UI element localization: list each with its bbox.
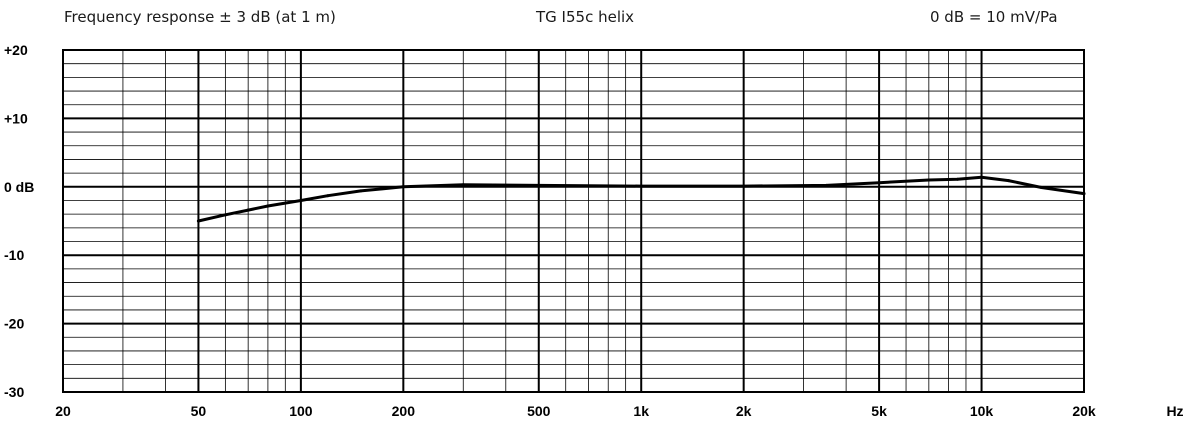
x-tick-label: 10k [970,403,994,419]
x-tick-label: 2k [736,403,752,419]
x-tick-label: 50 [191,403,207,419]
response-point [1039,185,1043,189]
response-point [223,213,227,217]
x-axis-ticks: 20 50 100 200 500 1k 2k 5k 10k 20k Hz [55,403,1183,419]
response-point [927,178,931,182]
response-point [537,183,541,187]
x-tick-label: 100 [289,403,313,419]
header-model-title: TG I55c helix [536,8,635,26]
response-curve [196,175,1086,223]
y-tick-label: -20 [4,316,24,332]
response-point [877,181,881,185]
response-point [246,208,250,212]
response-point [824,183,828,187]
response-point [326,194,330,198]
plot-frame [62,49,1085,393]
response-point [461,183,465,187]
minor-grid [63,50,1084,392]
response-point [742,184,746,188]
x-tick-label: 500 [527,403,551,419]
y-tick-label: 0 dB [4,179,34,195]
y-tick-label: +10 [4,110,28,126]
response-point [266,204,270,208]
response-point [639,184,643,188]
response-point [196,219,200,223]
header-reference-level: 0 dB = 10 mV/Pa [930,8,1058,26]
y-axis-ticks: +20 +10 0 dB -10 -20 -30 [4,42,34,400]
response-point [980,175,984,179]
response-point [1006,179,1010,183]
header-left-text: Frequency response ± 3 dB (at 1 m) [64,8,336,26]
y-tick-label: -30 [4,384,24,400]
x-tick-label: 200 [392,403,416,419]
y-tick-label: +20 [4,42,28,58]
x-tick-label: 20 [55,403,71,419]
response-point [956,177,960,181]
series-group [196,175,1086,223]
x-tick-label: 20k [1072,403,1096,419]
y-tick-label: -10 [4,247,24,263]
response-point [299,198,303,202]
x-tick-label: 1k [633,403,649,419]
response-point [401,185,405,189]
x-axis-unit-label: Hz [1166,403,1183,419]
response-point [1082,192,1086,196]
major-grid [62,49,1085,393]
response-point [359,189,363,193]
x-tick-label: 5k [871,403,887,419]
